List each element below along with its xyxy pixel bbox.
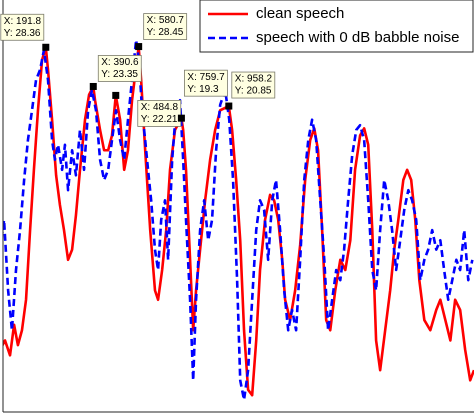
datatip-x-label: X: 580.7 <box>147 15 185 26</box>
datatip-x-label: X: 759.7 <box>187 72 225 83</box>
datatip-y-label: Y: 19.3 <box>187 84 219 95</box>
datatip-box <box>137 100 182 127</box>
datatip: X: 191.8Y: 28.36 <box>0 13 50 51</box>
datatip-x-label: X: 191.8 <box>4 16 42 27</box>
datatips: X: 191.8Y: 28.36X: 390.6Y: 23.35X: 484.8… <box>0 13 276 127</box>
datatip-y-label: Y: 28.45 <box>147 27 184 38</box>
datatip-marker <box>89 82 97 90</box>
series-line <box>3 38 474 402</box>
datatip-box <box>143 13 188 40</box>
legend: clean speech speech with 0 dB babble nois… <box>199 0 474 53</box>
datatip-box <box>0 13 45 41</box>
datatip-x-label: X: 484.8 <box>141 102 179 113</box>
datatip-marker <box>177 114 185 122</box>
legend-label: clean speech <box>256 5 344 22</box>
legend-label: speech with 0 dB babble noise <box>256 29 459 46</box>
datatip-y-label: Y: 23.35 <box>101 69 138 80</box>
datatip-box <box>97 55 142 82</box>
datatip-x-label: X: 390.6 <box>101 57 139 68</box>
datatip-marker <box>42 43 50 51</box>
datatip-y-label: Y: 20.85 <box>235 86 272 97</box>
datatip-y-label: Y: 22.21 <box>141 114 178 125</box>
datatip-x-label: X: 958.2 <box>235 74 273 85</box>
datatip-y-label: Y: 28.36 <box>4 28 41 39</box>
datatip: X: 484.8Y: 22.21 <box>112 91 182 127</box>
datatip: X: 958.2Y: 20.85 <box>225 71 276 110</box>
datatip: X: 759.7Y: 19.3 <box>177 69 228 122</box>
datatip-box <box>231 71 276 99</box>
datatip: X: 390.6Y: 23.35 <box>89 55 142 90</box>
datatip-marker <box>112 91 120 99</box>
datatip-box <box>184 69 228 97</box>
datatip-marker <box>225 102 233 110</box>
datatip-marker <box>135 43 143 51</box>
datatip: X: 580.7Y: 28.45 <box>135 13 188 51</box>
legend-box <box>199 0 474 53</box>
